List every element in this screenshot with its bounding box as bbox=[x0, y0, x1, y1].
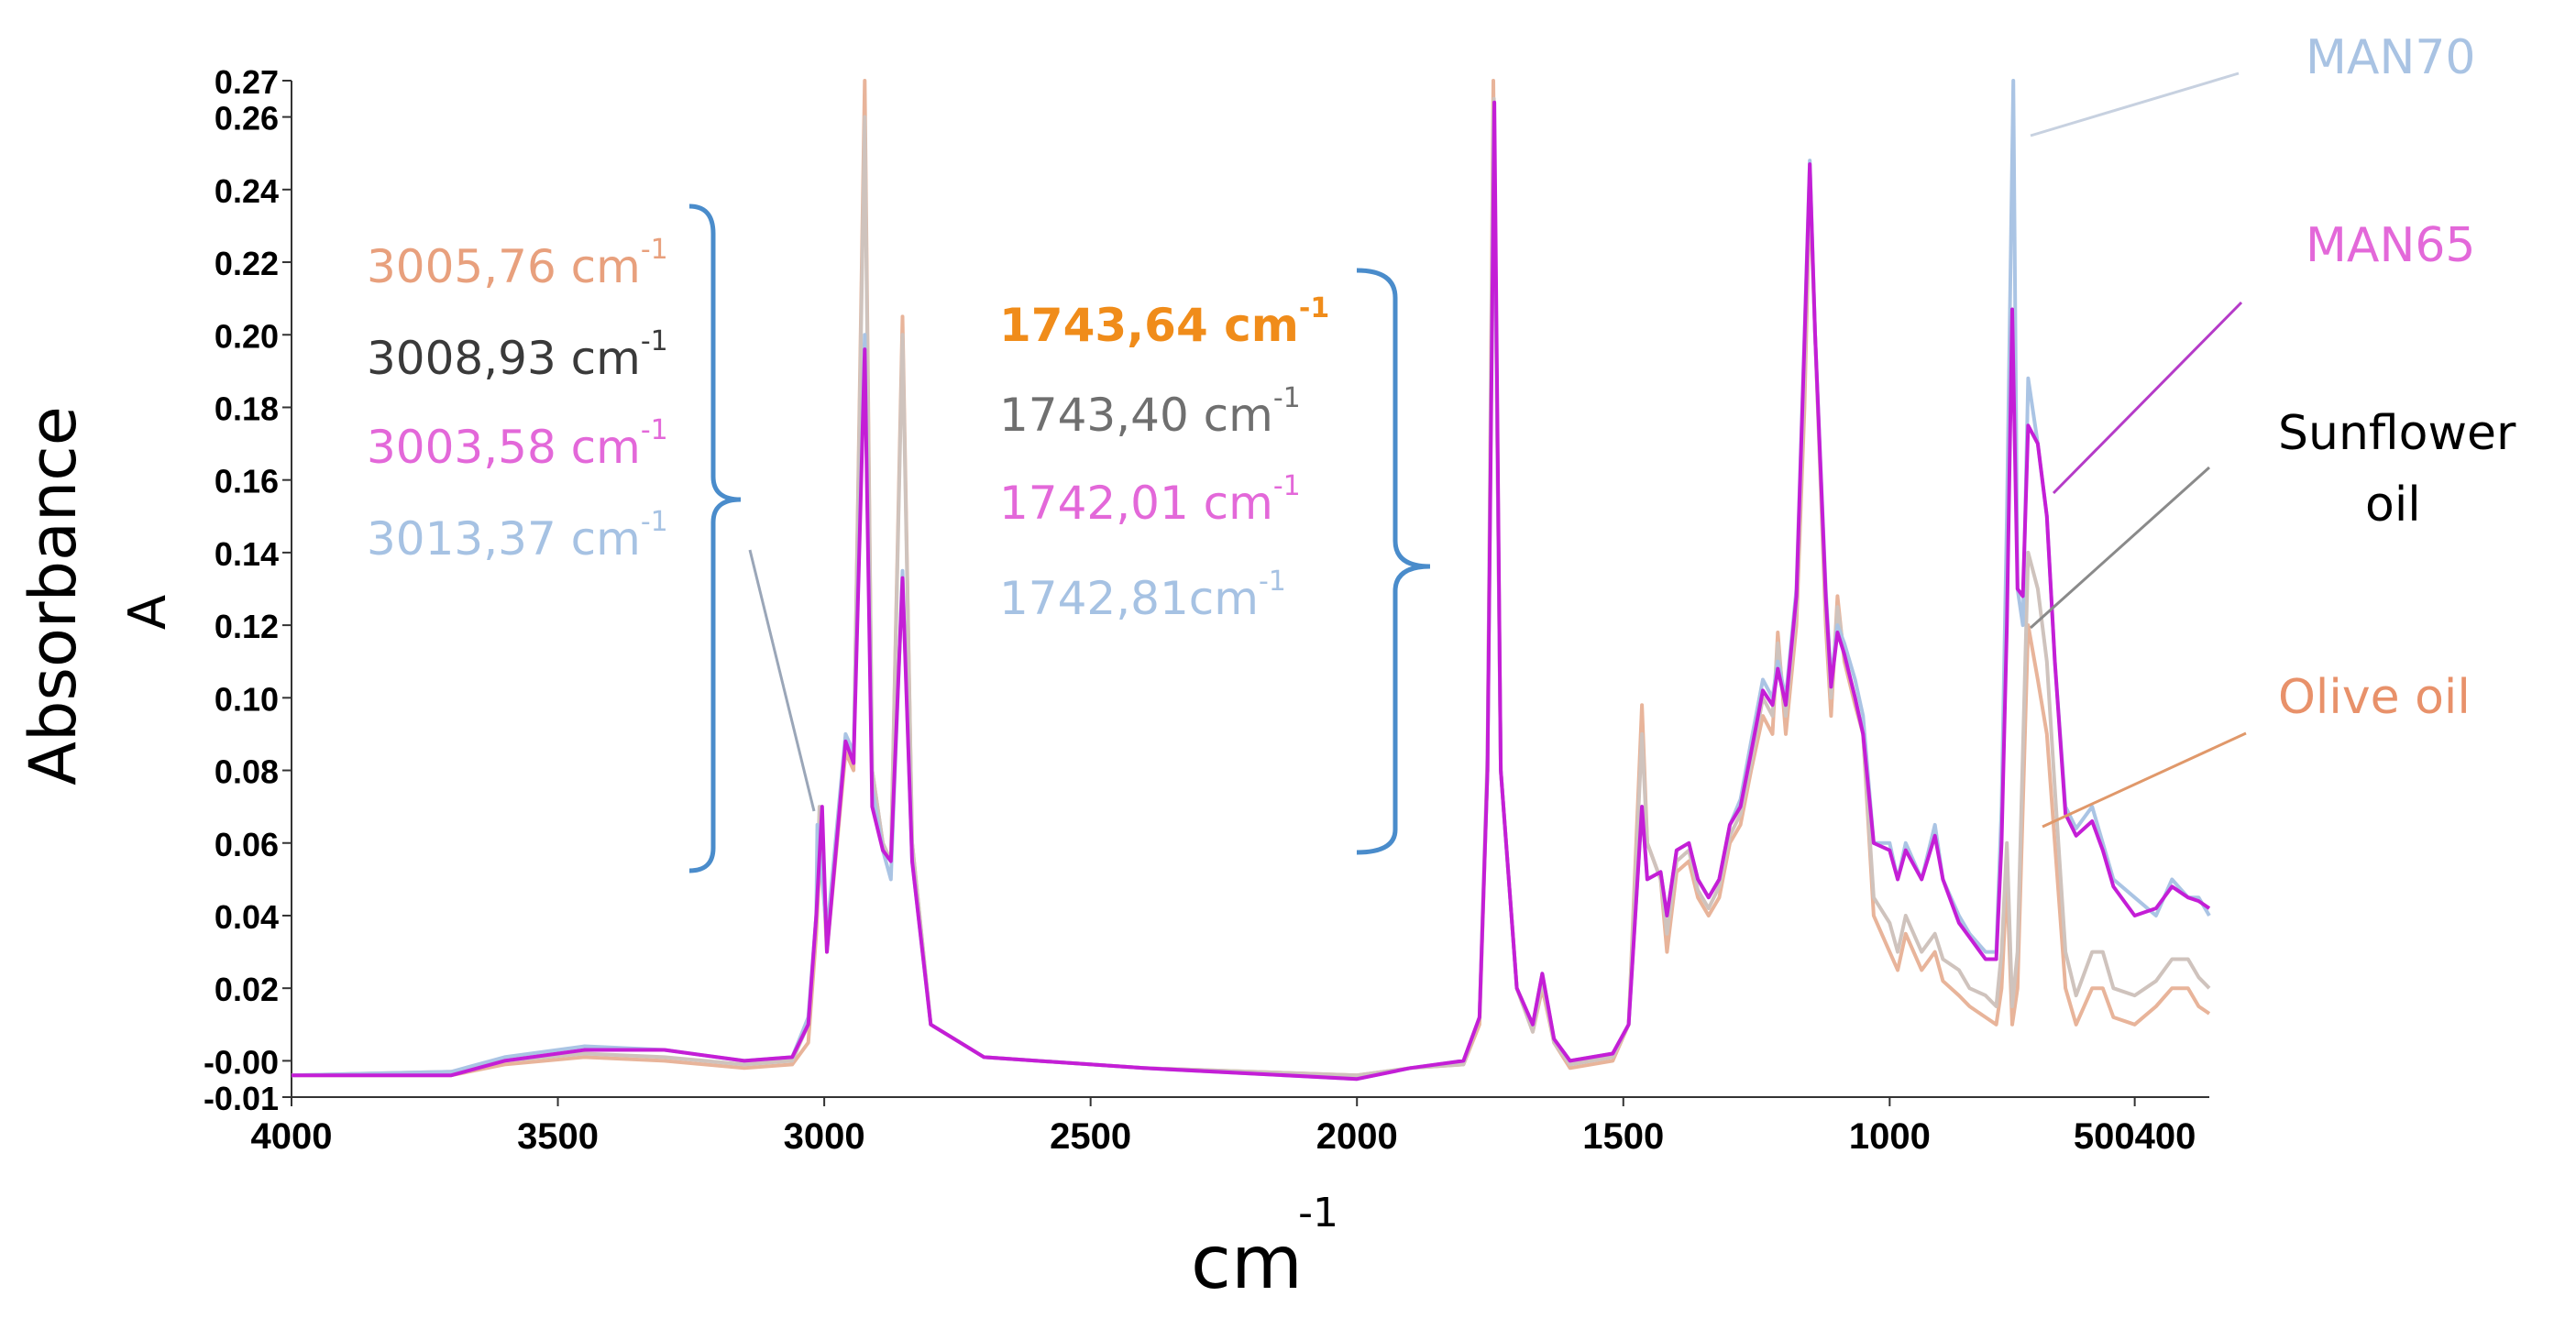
series-layer bbox=[291, 79, 2211, 1082]
sunflower-leader-line bbox=[2029, 466, 2211, 630]
man70-leader-line bbox=[2030, 71, 2240, 137]
y-tick-label: 0.14 bbox=[215, 535, 279, 573]
annotation-right-3: 1742,01 cm-1 bbox=[999, 470, 1301, 530]
y-tick-label: 0.24 bbox=[215, 172, 279, 210]
left-leader-line bbox=[748, 549, 816, 812]
x-tick-label: 3000 bbox=[784, 1116, 865, 1157]
y-tick-label: 0.04 bbox=[215, 898, 279, 936]
annotation-left-3: 3003,58 cm-1 bbox=[367, 414, 668, 474]
x-tick-label: 4000 bbox=[251, 1116, 333, 1157]
annotation-left-4: 3013,37 cm-1 bbox=[367, 506, 668, 566]
y-tick-label: 0.12 bbox=[215, 608, 279, 645]
olive-leader-line bbox=[2042, 731, 2247, 829]
y-tick-label: 0.08 bbox=[215, 753, 279, 791]
x-axis-title: cm bbox=[1191, 1220, 1303, 1305]
label-sunflower: Sunflower bbox=[2278, 406, 2516, 461]
y-tick-label: 0.02 bbox=[215, 971, 279, 1008]
y-tick-label: 0.18 bbox=[215, 390, 279, 427]
y-tick-label: 0.16 bbox=[215, 463, 279, 500]
x-axis-title-superscript: -1 bbox=[1298, 1190, 1338, 1236]
y-tick-label: 0.22 bbox=[215, 245, 279, 282]
x-tick-label: 1500 bbox=[1582, 1116, 1664, 1157]
x-tick-label: 500400 bbox=[2074, 1116, 2196, 1157]
annotation-right-1: 1743,64 cm-1 bbox=[999, 292, 1329, 352]
label-man70: MAN70 bbox=[2306, 30, 2476, 85]
man65-leader-line bbox=[2052, 301, 2243, 495]
y-tick-label: 0.26 bbox=[215, 100, 279, 137]
annotation-right-4: 1742,81cm-1 bbox=[999, 566, 1286, 625]
series-line-man65 bbox=[292, 100, 2211, 1082]
annotation-left-1: 3005,76 cm-1 bbox=[367, 234, 668, 293]
x-tick-label: 1000 bbox=[1849, 1116, 1931, 1157]
label-oil: oil bbox=[2365, 478, 2421, 533]
y-tick-label: -0.00 bbox=[204, 1043, 279, 1081]
label-man65: MAN65 bbox=[2306, 218, 2476, 273]
label-olive-oil: Olive oil bbox=[2278, 670, 2471, 725]
y-tick-label: 0.10 bbox=[215, 680, 279, 718]
y-tick-labels: 0.270.26 0.24 0.22 0.20 0.18 0.16 0.14 0.12 0.10… bbox=[204, 63, 292, 1117]
x-tick-label: 2000 bbox=[1316, 1116, 1398, 1157]
right-bracket bbox=[1356, 268, 1431, 855]
annotation-right-2: 1743,40 cm-1 bbox=[999, 382, 1301, 442]
y-tick-label: -0.01 bbox=[204, 1080, 279, 1117]
left-bracket bbox=[688, 203, 742, 873]
x-tick-label: 3500 bbox=[517, 1116, 599, 1157]
x-tick-labels: 4000 3500 3000 2500 2000 1500 1000 500400 bbox=[251, 1097, 2196, 1157]
x-tick-label: 2500 bbox=[1050, 1116, 1131, 1157]
y-tick-label: 0.20 bbox=[215, 317, 279, 355]
series-line-sunflower-oil bbox=[291, 96, 2211, 1078]
y-tick-label: 0.27 bbox=[215, 63, 279, 101]
y-axis-title: Absorbance bbox=[16, 406, 91, 785]
y-tick-label: 0.06 bbox=[215, 826, 279, 863]
annotation-left-2: 3008,93 cm-1 bbox=[367, 325, 668, 385]
y-axis-unit: A bbox=[118, 595, 178, 630]
